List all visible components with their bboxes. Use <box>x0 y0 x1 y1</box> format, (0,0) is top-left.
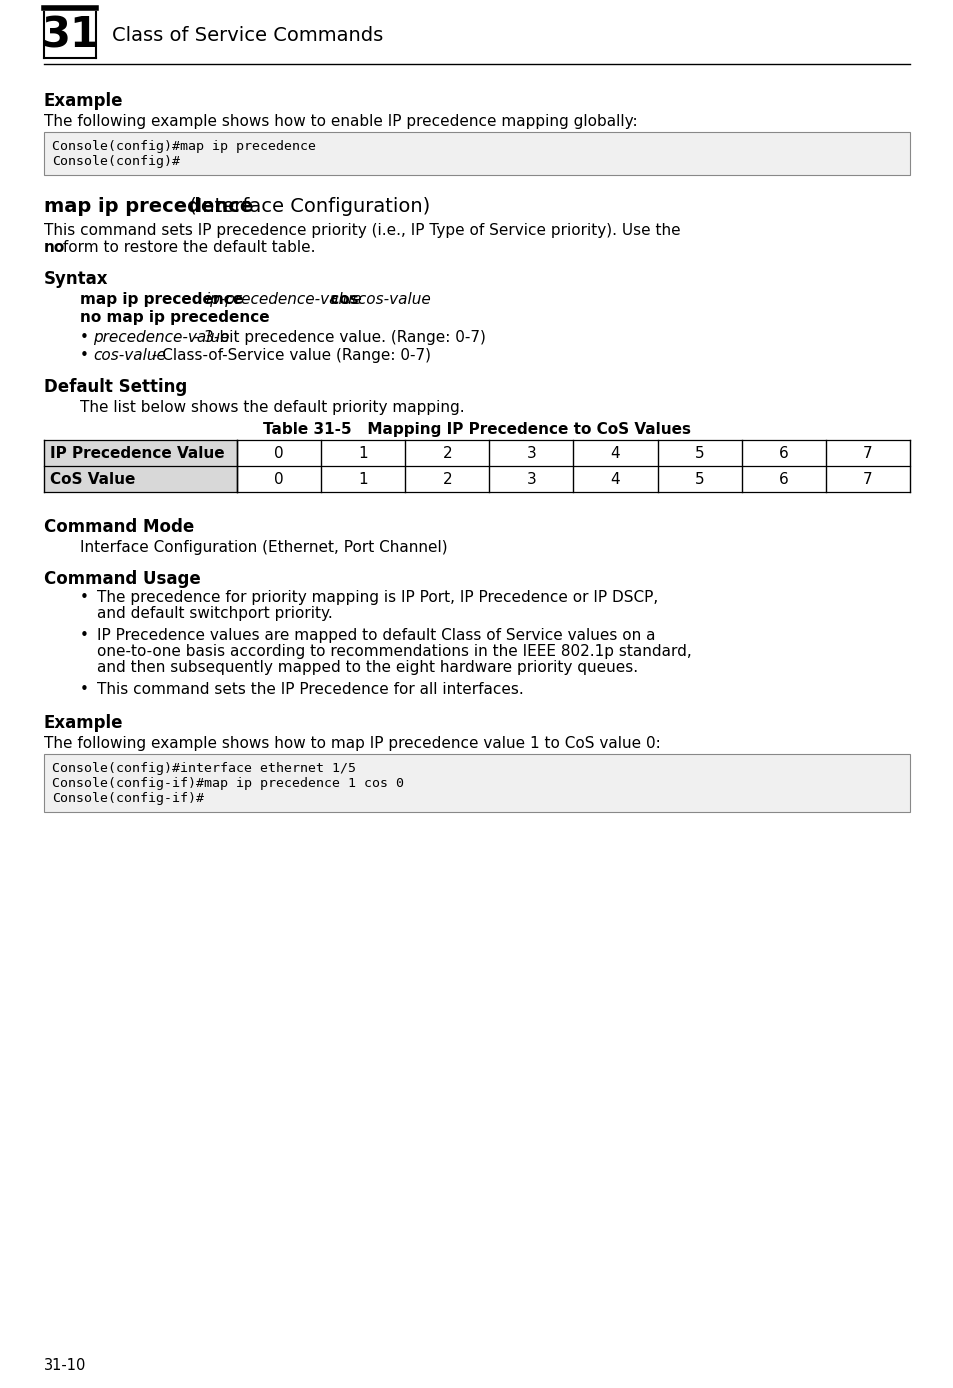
Text: Syntax: Syntax <box>44 271 109 287</box>
Text: Console(config-if)#: Console(config-if)# <box>52 793 204 805</box>
Text: •: • <box>80 627 89 643</box>
Text: 5: 5 <box>694 446 703 461</box>
Text: no: no <box>44 240 65 255</box>
Text: precedence-value: precedence-value <box>92 330 230 346</box>
Text: form to restore the default table.: form to restore the default table. <box>57 240 314 255</box>
Text: one-to-one basis according to recommendations in the IEEE 802.1p standard,: one-to-one basis according to recommenda… <box>97 644 691 659</box>
Text: 1: 1 <box>358 446 368 461</box>
Text: IP Precedence Value: IP Precedence Value <box>50 446 224 461</box>
Text: CoS Value: CoS Value <box>50 472 135 487</box>
Text: cos-value: cos-value <box>353 291 431 307</box>
Text: Table 31-5   Mapping IP Precedence to CoS Values: Table 31-5 Mapping IP Precedence to CoS … <box>263 422 690 437</box>
Text: cos: cos <box>324 291 358 307</box>
Text: 2: 2 <box>442 446 452 461</box>
Text: •: • <box>80 348 89 364</box>
Text: The following example shows how to map IP precedence value 1 to CoS value 0:: The following example shows how to map I… <box>44 736 660 751</box>
Text: Console(config)#: Console(config)# <box>52 155 180 168</box>
Text: •: • <box>80 682 89 697</box>
Text: map ip precedence: map ip precedence <box>44 197 253 217</box>
Text: 31-10: 31-10 <box>44 1357 87 1373</box>
Text: •: • <box>80 590 89 605</box>
Text: 4: 4 <box>610 446 619 461</box>
Text: Example: Example <box>44 92 123 110</box>
Text: Interface Configuration (Ethernet, Port Channel): Interface Configuration (Ethernet, Port … <box>80 540 447 555</box>
Bar <box>44 132 909 175</box>
Text: map ip precedence: map ip precedence <box>80 291 243 307</box>
Bar <box>44 466 236 491</box>
Text: 6: 6 <box>778 446 788 461</box>
Text: •: • <box>80 330 89 346</box>
Text: 4: 4 <box>610 472 619 487</box>
Text: The list below shows the default priority mapping.: The list below shows the default priorit… <box>80 400 464 415</box>
Text: 1: 1 <box>358 472 368 487</box>
Text: Command Mode: Command Mode <box>44 518 194 536</box>
Text: 7: 7 <box>862 472 872 487</box>
Text: no map ip precedence: no map ip precedence <box>80 310 270 325</box>
Text: This command sets IP precedence priority (i.e., IP Type of Service priority). Us: This command sets IP precedence priority… <box>44 223 679 237</box>
Text: Class of Service Commands: Class of Service Commands <box>112 25 383 44</box>
Text: Console(config)#interface ethernet 1/5: Console(config)#interface ethernet 1/5 <box>52 762 355 775</box>
Text: IP Precedence values are mapped to default Class of Service values on a: IP Precedence values are mapped to defau… <box>97 627 655 643</box>
Text: - 3-bit precedence value. (Range: 0-7): - 3-bit precedence value. (Range: 0-7) <box>189 330 485 346</box>
Text: Console(config)#map ip precedence: Console(config)#map ip precedence <box>52 140 315 153</box>
Text: cos-value: cos-value <box>92 348 166 364</box>
Text: Default Setting: Default Setting <box>44 378 187 396</box>
Text: 5: 5 <box>694 472 703 487</box>
Text: (Interface Configuration): (Interface Configuration) <box>182 197 430 217</box>
Text: Command Usage: Command Usage <box>44 570 200 589</box>
Text: 0: 0 <box>274 472 284 487</box>
Text: 31: 31 <box>41 14 99 56</box>
Text: 7: 7 <box>862 446 872 461</box>
Text: and default switchport priority.: and default switchport priority. <box>97 607 333 620</box>
Text: Example: Example <box>44 713 123 731</box>
Text: and then subsequently mapped to the eight hardware priority queues.: and then subsequently mapped to the eigh… <box>97 661 638 675</box>
Text: - Class-of-Service value (Range: 0-7): - Class-of-Service value (Range: 0-7) <box>147 348 431 364</box>
Text: This command sets the IP Precedence for all interfaces.: This command sets the IP Precedence for … <box>97 682 523 697</box>
Text: The precedence for priority mapping is IP Port, IP Precedence or IP DSCP,: The precedence for priority mapping is I… <box>97 590 658 605</box>
Text: Console(config-if)#map ip precedence 1 cos 0: Console(config-if)#map ip precedence 1 c… <box>52 777 403 790</box>
Text: 6: 6 <box>778 472 788 487</box>
Text: ip-precedence-value: ip-precedence-value <box>200 291 361 307</box>
Bar <box>44 754 909 812</box>
Text: 2: 2 <box>442 472 452 487</box>
Text: The following example shows how to enable IP precedence mapping globally:: The following example shows how to enabl… <box>44 114 637 129</box>
Text: 3: 3 <box>526 446 536 461</box>
Text: 0: 0 <box>274 446 284 461</box>
Bar <box>44 440 236 466</box>
Text: 3: 3 <box>526 472 536 487</box>
